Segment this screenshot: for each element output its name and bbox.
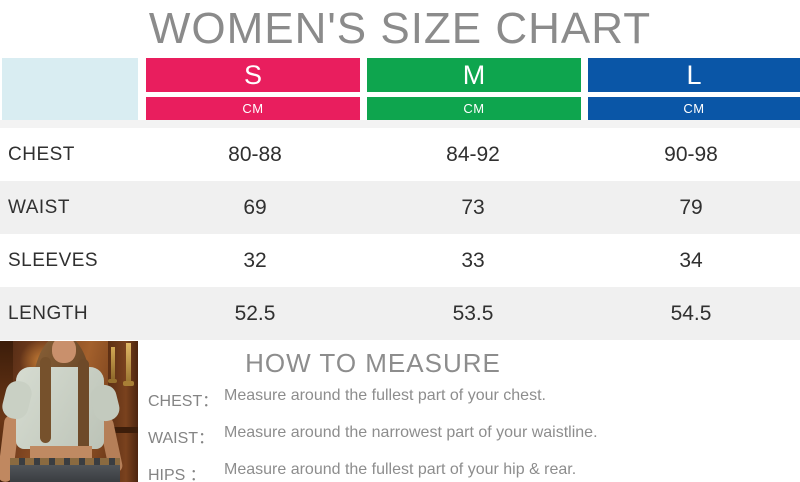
- length-value-l: 54.5: [670, 301, 712, 325]
- measure-text-waist: Measure around the narrowest part of you…: [224, 424, 598, 441]
- photo-model-tshirt: [16, 367, 104, 449]
- length-value-s: 52.5: [234, 301, 276, 325]
- corner-cell: [2, 58, 138, 120]
- table-row-length: LENGTH 52.5 53.5 54.5: [0, 287, 800, 340]
- size-table: S CM M CM L CM CHEST 80-88 84-92 90-98 W…: [0, 58, 800, 340]
- model-photo: [0, 341, 138, 482]
- size-table-header: S CM M CM L CM: [0, 58, 800, 120]
- size-column-s: S CM: [146, 58, 360, 120]
- measure-label-waist: WAIST：: [148, 430, 215, 447]
- how-to-measure-heading: HOW TO MEASURE: [245, 348, 501, 378]
- sleeves-value-s: 32: [243, 248, 267, 272]
- table-row-sleeves: SLEEVES 32 33 34: [0, 234, 800, 287]
- size-header-m: M: [367, 58, 581, 92]
- measure-label-chest: CHEST：: [148, 393, 219, 410]
- chest-value-m: 84-92: [446, 142, 500, 166]
- photo-shelf: [96, 427, 138, 433]
- waist-value-l: 79: [679, 195, 703, 219]
- chest-value-s: 80-88: [228, 142, 282, 166]
- size-column-l: L CM: [588, 58, 800, 120]
- length-value-m: 53.5: [452, 301, 494, 325]
- size-header-s: S: [146, 58, 360, 92]
- table-row-chest: CHEST 80-88 84-92 90-98: [0, 128, 800, 181]
- photo-model-belt: [10, 458, 120, 465]
- waist-value-s: 69: [243, 195, 267, 219]
- photo-model-midriff: [30, 446, 92, 460]
- row-label-waist: WAIST: [8, 196, 70, 218]
- photo-candlestick-base: [108, 379, 117, 383]
- photo-candlestick: [126, 343, 131, 383]
- how-to-measure-section: HOW TO MEASURE CHEST： Measure around the…: [148, 341, 598, 482]
- chest-value-l: 90-98: [664, 142, 718, 166]
- row-label-sleeves: SLEEVES: [8, 249, 99, 271]
- row-label-chest: CHEST: [8, 143, 75, 165]
- row-label-length: LENGTH: [8, 302, 89, 324]
- size-header-l: L: [588, 58, 800, 92]
- sleeves-value-m: 33: [461, 248, 485, 272]
- bottom-section: HOW TO MEASURE CHEST： Measure around the…: [0, 341, 800, 482]
- measure-line-waist: WAIST： Measure around the narrowest part…: [148, 424, 598, 448]
- page-title: WOMEN'S SIZE CHART: [148, 4, 652, 53]
- size-column-m: M CM: [367, 58, 581, 120]
- measure-text-chest: Measure around the fullest part of your …: [224, 387, 546, 404]
- measure-line-chest: CHEST： Measure around the fullest part o…: [148, 387, 598, 411]
- unit-cell-s: CM: [146, 97, 360, 120]
- photo-candlestick: [111, 347, 115, 381]
- measure-text-hips: Measure around the fullest part of your …: [224, 461, 577, 478]
- measure-line-hips: HIPS ： Measure around the fullest part o…: [148, 461, 598, 482]
- sleeves-value-l: 34: [679, 248, 703, 272]
- table-row-waist: WAIST 69 73 79: [0, 181, 800, 234]
- unit-cell-l: CM: [588, 97, 800, 120]
- unit-cell-m: CM: [367, 97, 581, 120]
- waist-value-m: 73: [461, 195, 485, 219]
- photo-candlestick-base: [123, 381, 134, 386]
- table-top-divider: [0, 120, 800, 128]
- photo-hair-strand: [40, 357, 51, 443]
- photo-hair-strand: [78, 359, 89, 451]
- measure-label-hips: HIPS ：: [148, 467, 206, 482]
- photo-model-face: [52, 341, 76, 363]
